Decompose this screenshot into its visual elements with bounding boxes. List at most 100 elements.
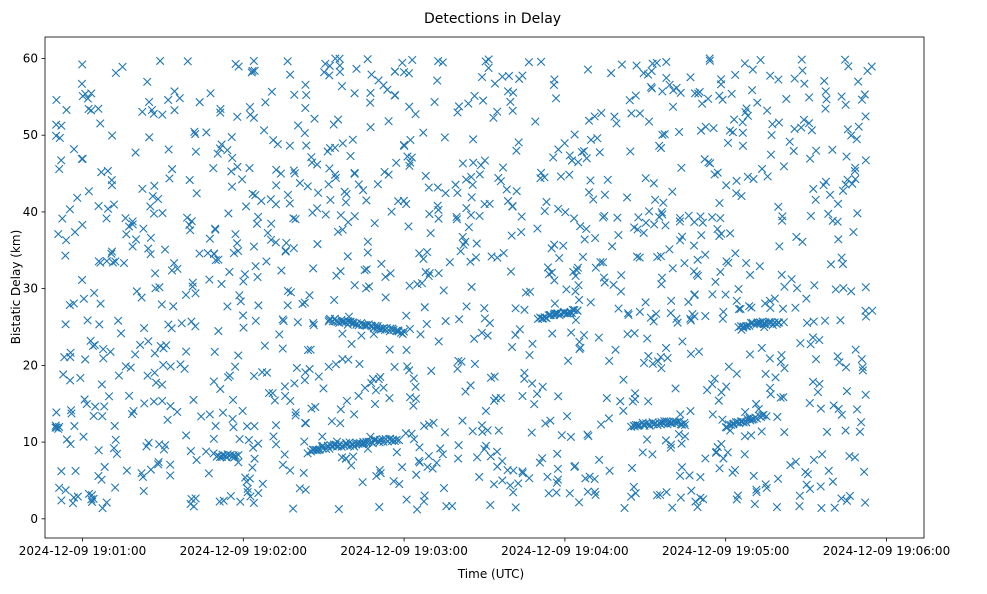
data-point bbox=[853, 77, 863, 86]
data-point bbox=[531, 117, 540, 126]
data-point bbox=[653, 357, 663, 366]
data-point bbox=[189, 502, 199, 511]
data-point bbox=[660, 130, 669, 139]
data-point bbox=[367, 378, 376, 388]
data-point bbox=[689, 241, 699, 250]
data-point bbox=[390, 362, 399, 372]
data-point bbox=[139, 323, 149, 333]
data-point bbox=[165, 174, 174, 183]
data-point bbox=[666, 443, 675, 452]
data-point bbox=[302, 141, 311, 150]
data-point bbox=[678, 337, 687, 346]
data-point bbox=[824, 209, 833, 219]
data-point bbox=[380, 167, 389, 177]
data-point bbox=[158, 360, 168, 370]
data-point bbox=[180, 364, 189, 374]
data-point bbox=[586, 176, 595, 185]
data-point bbox=[792, 232, 801, 242]
data-point bbox=[837, 92, 846, 101]
data-point bbox=[107, 131, 117, 140]
data-point bbox=[305, 364, 314, 374]
data-point bbox=[239, 277, 248, 286]
data-point bbox=[478, 96, 488, 105]
data-point bbox=[290, 379, 299, 388]
data-point bbox=[472, 453, 482, 462]
data-point bbox=[290, 169, 300, 178]
data-point bbox=[278, 460, 288, 469]
data-point bbox=[858, 363, 867, 372]
data-point bbox=[372, 471, 381, 481]
data-point bbox=[480, 445, 489, 454]
data-point bbox=[508, 202, 517, 211]
data-point bbox=[408, 55, 417, 65]
data-point bbox=[405, 324, 415, 334]
data-point bbox=[696, 472, 705, 482]
data-point bbox=[245, 163, 254, 173]
data-point bbox=[730, 70, 740, 80]
data-point bbox=[603, 175, 612, 185]
data-point bbox=[321, 59, 330, 68]
data-point bbox=[677, 232, 687, 241]
data-point bbox=[716, 80, 726, 89]
data-point bbox=[656, 419, 665, 429]
data-point bbox=[295, 484, 304, 493]
data-point bbox=[434, 337, 443, 346]
data-point bbox=[797, 55, 806, 64]
data-point bbox=[662, 57, 671, 67]
data-point bbox=[295, 178, 305, 188]
data-point bbox=[707, 212, 717, 222]
data-point bbox=[447, 501, 457, 511]
data-point bbox=[160, 245, 170, 254]
data-point bbox=[183, 57, 192, 66]
data-point bbox=[419, 421, 429, 431]
data-point bbox=[607, 242, 617, 251]
data-point bbox=[57, 121, 66, 130]
data-point bbox=[216, 108, 225, 117]
data-point bbox=[554, 392, 563, 401]
data-point bbox=[277, 266, 286, 275]
data-point bbox=[766, 390, 775, 399]
data-point bbox=[77, 154, 87, 164]
data-point bbox=[751, 399, 761, 409]
data-point bbox=[281, 246, 290, 255]
data-point bbox=[88, 341, 98, 351]
data-point bbox=[358, 185, 368, 195]
data-point bbox=[528, 339, 537, 349]
data-point bbox=[121, 213, 130, 223]
data-point bbox=[331, 360, 341, 369]
data-point bbox=[333, 115, 343, 124]
data-point bbox=[78, 220, 87, 229]
data-point bbox=[344, 217, 353, 227]
data-point bbox=[780, 282, 789, 291]
data-point bbox=[525, 287, 535, 296]
data-point bbox=[605, 466, 614, 475]
data-point bbox=[617, 271, 626, 280]
data-point bbox=[533, 224, 542, 233]
data-point bbox=[336, 405, 345, 414]
data-point bbox=[514, 74, 524, 84]
data-point bbox=[241, 202, 251, 211]
data-point bbox=[703, 94, 713, 104]
data-point bbox=[61, 235, 71, 245]
data-point bbox=[379, 81, 388, 90]
data-point bbox=[257, 368, 267, 377]
data-point bbox=[276, 169, 286, 178]
data-point bbox=[352, 64, 361, 74]
data-point bbox=[860, 498, 870, 507]
data-point bbox=[164, 320, 173, 329]
data-point bbox=[747, 86, 757, 95]
data-point bbox=[623, 309, 633, 318]
data-point bbox=[96, 299, 105, 308]
data-point bbox=[229, 423, 238, 432]
data-point bbox=[211, 256, 220, 265]
data-point bbox=[723, 138, 733, 148]
data-point bbox=[392, 158, 401, 168]
data-point bbox=[755, 262, 764, 271]
data-point bbox=[302, 90, 311, 100]
data-point bbox=[598, 258, 608, 267]
data-point bbox=[573, 157, 583, 167]
data-point bbox=[280, 382, 290, 391]
data-point bbox=[811, 195, 820, 205]
data-point bbox=[804, 119, 814, 128]
